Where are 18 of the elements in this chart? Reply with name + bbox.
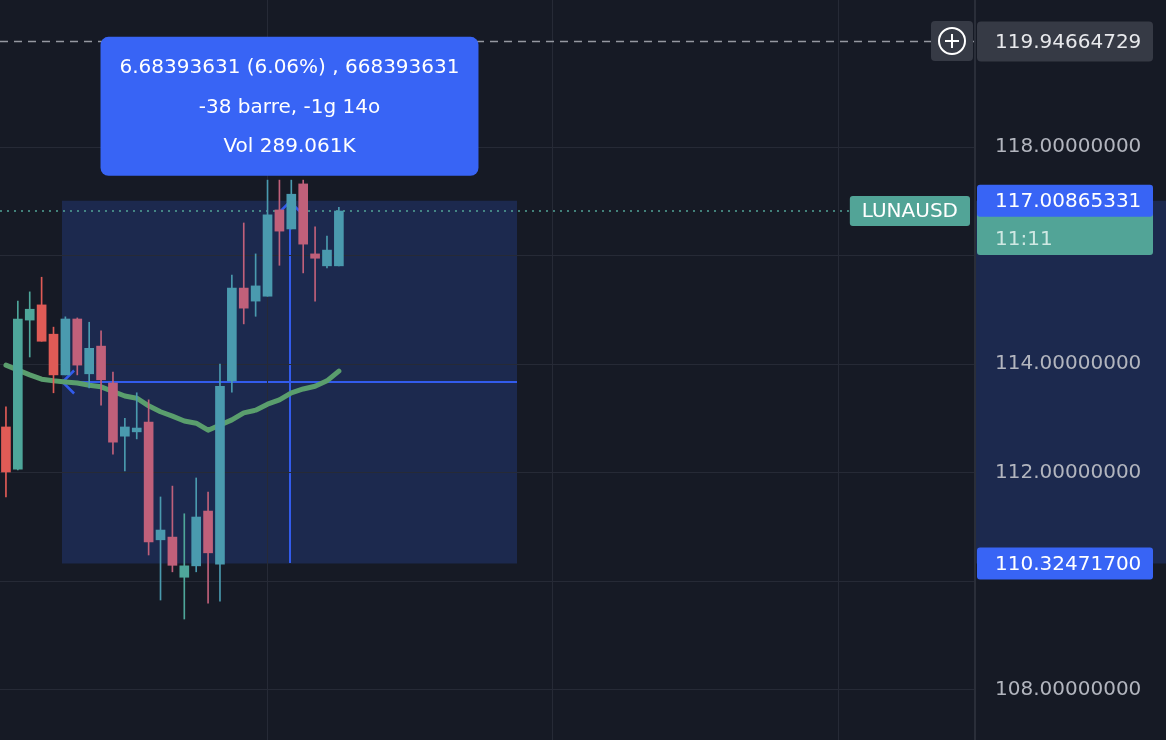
candlestick [131,392,142,440]
candlestick [120,417,130,472]
candlestick [24,291,35,358]
text: 11:11 [995,226,1053,251]
text: 117.00865331 [995,188,1142,213]
candlestick [310,226,320,302]
candlestick [179,513,190,620]
candlestick [238,222,249,325]
annotation: 6.68393631 (6.06%) , 668393631 [119,54,460,79]
ref-line-label: LUNAUSD [861,198,959,223]
annotation: -38 barre, -1g 14o [198,93,381,118]
y-tick-label: 108.00000000 [995,675,1142,700]
text: 110.32471700 [995,550,1142,575]
y-tick-label: 112.00000000 [995,458,1142,483]
annotation: Vol 289.061K [223,133,357,158]
y-tick-label: 118.00000000 [995,133,1142,158]
y-tick-label: 114.00000000 [995,350,1142,375]
ref-line-label: 119.94664729 [995,28,1142,53]
